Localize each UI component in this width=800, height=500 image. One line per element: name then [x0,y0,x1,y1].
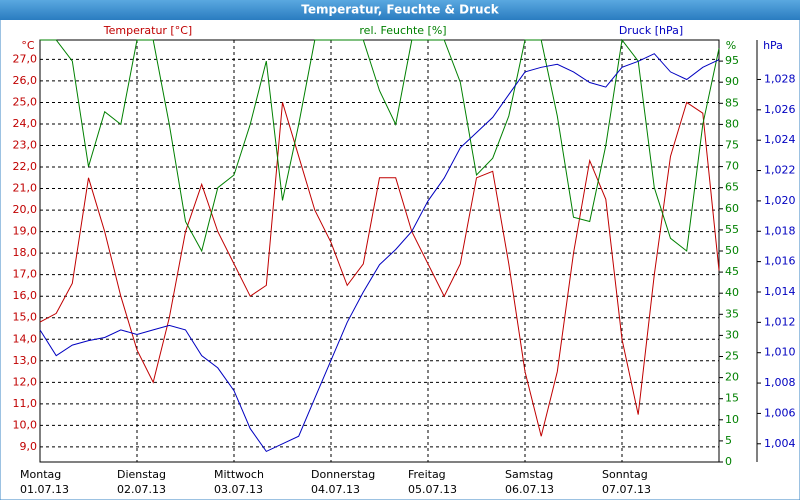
y3-tick-label: 1,024 [764,133,796,146]
y2-tick-label: 10 [725,413,739,426]
y2-tick-label: 90 [725,75,739,88]
y-tick-label: 17,0 [13,268,38,281]
x-tick-date: 03.07.13 [214,483,263,496]
y-tick-label: 12,0 [13,375,38,388]
y2-tick-label: 60 [725,202,739,215]
y2-tick-label: 75 [725,139,739,152]
y-tick-label: 26,0 [13,74,38,87]
y2-tick-label: 0 [725,455,732,468]
series-line [39,101,720,437]
y3-tick-label: 1,022 [764,164,796,177]
title-bar [0,0,800,20]
y3-tick-label: 1,008 [764,376,796,389]
y2-tick-label: 5 [725,434,732,447]
y-tick-label: 14,0 [13,332,38,345]
y2-tick-label: 65 [725,181,739,194]
y2-tick-label: 95 [725,54,739,67]
y3-axis-title: Druck [hPa] [619,24,683,37]
y-axis-title: Temperatur [°C] [103,24,192,37]
x-tick-date: 07.07.13 [602,483,651,496]
y2-tick-label: 35 [725,307,739,320]
y2-tick-label: 20 [725,371,739,384]
y3-tick-label: 1,026 [764,103,796,116]
y3-unit: hPa [763,39,783,52]
x-tick-label: Mittwoch [214,468,264,481]
x-tick-label: Montag [20,468,61,481]
y2-tick-label: 30 [725,328,739,341]
y-tick-label: 20,0 [13,203,38,216]
y-tick-label: 18,0 [13,246,38,259]
y2-axis-title: rel. Feuchte [%] [359,24,446,37]
x-tick-label: Donnerstag [311,468,375,481]
y-tick-label: 19,0 [13,225,38,238]
y-unit: °C [21,39,35,52]
series-line [39,53,720,453]
x-tick-label: Samstag [505,468,553,481]
x-tick-date: 06.07.13 [505,483,554,496]
y2-tick-label: 15 [725,392,739,405]
y-tick-label: 22,0 [13,160,38,173]
y2-tick-label: 85 [725,96,739,109]
y3-tick-label: 1,012 [764,315,796,328]
y2-tick-label: 50 [725,244,739,257]
y-tick-label: 16,0 [13,289,38,302]
y-tick-label: 25,0 [13,95,38,108]
y3-tick-label: 1,004 [764,437,796,450]
x-tick-label: Dienstag [117,468,166,481]
y-tick-label: 23,0 [13,139,38,152]
x-tick-label: Freitag [408,468,446,481]
y-tick-label: 10,0 [13,418,38,431]
y-tick-label: 15,0 [13,311,38,324]
x-tick-date: 02.07.13 [117,483,166,496]
y2-tick-label: 80 [725,117,739,130]
y-tick-label: 24,0 [13,117,38,130]
y-tick-label: 11,0 [13,397,38,410]
x-tick-date: 01.07.13 [20,483,69,496]
chart-title: Temperatur, Feuchte & Druck [301,3,499,17]
y3-tick-label: 1,006 [764,406,796,419]
x-tick-date: 04.07.13 [311,483,360,496]
y-tick-label: 21,0 [13,182,38,195]
y3-tick-label: 1,018 [764,224,796,237]
y3-tick-label: 1,016 [764,255,796,268]
y2-tick-label: 40 [725,286,739,299]
y2-tick-label: 25 [725,350,739,363]
x-tick-date: 05.07.13 [408,483,457,496]
y3-tick-label: 1,028 [764,72,796,85]
y2-tick-label: 70 [725,160,739,173]
y3-tick-label: 1,014 [764,285,796,298]
x-tick-label: Sonntag [602,468,648,481]
y-tick-label: 9,0 [20,440,38,453]
y2-tick-label: 45 [725,265,739,278]
y2-tick-label: 55 [725,223,739,236]
y3-tick-label: 1,010 [764,346,796,359]
y2-unit: % [726,39,736,52]
series-line [40,38,720,253]
y3-tick-label: 1,020 [764,194,796,207]
y-tick-label: 27,0 [13,52,38,65]
y-tick-label: 13,0 [13,354,38,367]
